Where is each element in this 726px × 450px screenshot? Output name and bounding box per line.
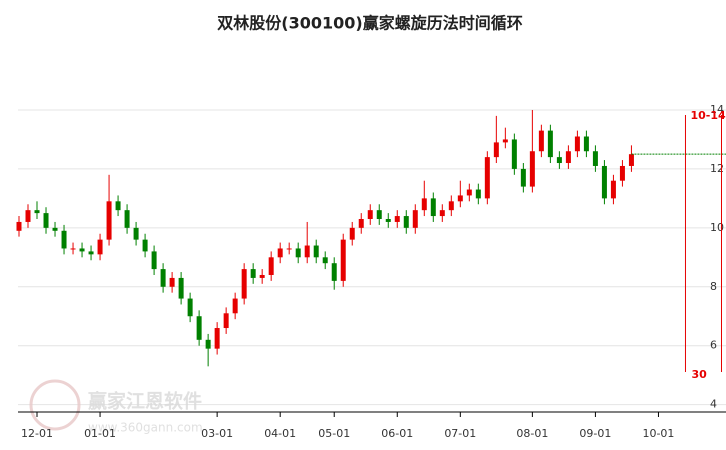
watermark: 赢家江恩软件 www.360gann.com — [29, 379, 203, 435]
candle-body — [178, 277, 184, 299]
x-tick-label: 04-01 — [264, 427, 296, 440]
cycle-start-label: 10-14 — [690, 109, 726, 122]
candle-body — [538, 130, 544, 152]
candle-body — [331, 263, 337, 281]
cycle-end-label: 30 — [691, 368, 707, 381]
candle-body — [34, 210, 40, 214]
x-tick-label: 05-01 — [318, 427, 350, 440]
candle-body — [169, 277, 175, 287]
candle-body — [574, 136, 580, 152]
candle-body — [106, 201, 112, 240]
candle-body — [466, 189, 472, 196]
candle-body — [196, 316, 202, 340]
candle-body — [529, 151, 535, 187]
candle-body — [484, 157, 490, 199]
candle-body — [340, 239, 346, 281]
candle-body — [592, 151, 598, 166]
candle-body — [250, 269, 256, 278]
candle-body — [16, 221, 22, 231]
candle-body — [421, 198, 427, 211]
candle-body — [475, 189, 481, 199]
candle-body — [430, 198, 436, 217]
x-tick-label: 12-01 — [21, 427, 53, 440]
candle-body — [439, 210, 445, 217]
candle-body — [79, 248, 85, 252]
candle-body — [268, 257, 274, 275]
candle-body — [232, 298, 238, 314]
candle-body — [277, 248, 283, 258]
candle-body — [583, 136, 589, 152]
candle-body — [565, 151, 571, 164]
candle-body — [304, 245, 310, 258]
y-tick-label: 10 — [710, 221, 724, 234]
x-tick-label: 03-01 — [201, 427, 233, 440]
watermark-name: 赢家江恩软件 — [88, 390, 202, 413]
candle-body — [358, 219, 364, 228]
watermark-url: www.360gann.com — [88, 421, 203, 435]
x-tick-label: 08-01 — [516, 427, 548, 440]
candle-body — [88, 251, 94, 255]
candle-body — [628, 154, 634, 166]
candle-body — [313, 245, 319, 258]
watermark-logo — [29, 379, 81, 431]
candle-body — [124, 210, 130, 228]
y-tick-label: 6 — [710, 339, 717, 352]
x-tick-label: 09-01 — [579, 427, 611, 440]
candle-body — [214, 328, 220, 349]
candle-body — [70, 248, 76, 250]
y-tick-label: 8 — [710, 280, 717, 293]
candle-body — [187, 298, 193, 317]
x-tick-label: 06-01 — [381, 427, 413, 440]
candle-body — [286, 248, 292, 250]
candle-body — [142, 239, 148, 252]
candle-body — [376, 210, 382, 220]
candle-body — [520, 168, 526, 187]
x-tick-label: 07-01 — [444, 427, 476, 440]
candle-body — [295, 248, 301, 258]
candle-body — [457, 195, 463, 202]
candle-body — [493, 142, 499, 158]
candle-body — [115, 201, 121, 211]
candle-body — [601, 165, 607, 199]
y-tick-label: 14 — [710, 103, 724, 116]
candle-body — [412, 210, 418, 228]
candle-body — [25, 210, 31, 222]
y-tick-label: 4 — [710, 398, 717, 411]
candle-body — [259, 274, 265, 278]
y-tick-label: 12 — [710, 162, 724, 175]
candle-body — [502, 139, 508, 143]
candle-body — [367, 210, 373, 220]
candle-body — [385, 219, 391, 222]
candle-body — [394, 216, 400, 222]
candle-body — [133, 227, 139, 240]
candle-body — [349, 227, 355, 240]
candle-body — [322, 257, 328, 264]
candle-body — [43, 213, 49, 228]
candle-body — [160, 269, 166, 287]
candle-body — [619, 165, 625, 181]
x-tick-label: 10-01 — [642, 427, 674, 440]
candle-body — [205, 339, 211, 349]
candle-body — [61, 230, 67, 249]
chart-title: 双林股份(300100)赢家螺旋历法时间循环 — [217, 14, 522, 33]
candle-body — [547, 130, 553, 158]
candle-body — [52, 227, 58, 231]
candle-body — [556, 157, 562, 164]
candle-body — [511, 139, 517, 169]
candle-body — [403, 216, 409, 228]
candle-body — [610, 180, 616, 199]
candle-body — [223, 313, 229, 329]
candle-body — [97, 239, 103, 255]
candle-body — [448, 201, 454, 211]
candle-body — [151, 251, 157, 270]
candle-body — [241, 269, 247, 299]
x-tick-label: 01-01 — [84, 427, 116, 440]
